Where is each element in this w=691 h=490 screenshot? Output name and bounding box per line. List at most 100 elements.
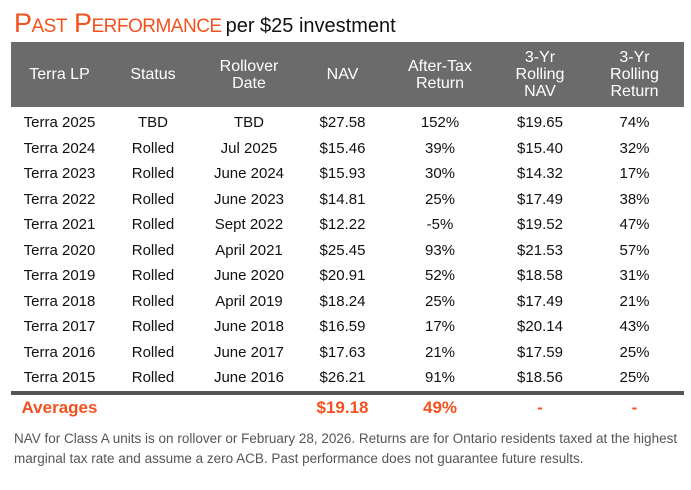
averages-row: Averages $19.18 49% - - [11, 390, 684, 421]
cell-rolling-return: 74% [619, 114, 650, 132]
cell-status: Rolled [131, 190, 175, 208]
cell-after-tax-return: 52% [424, 267, 456, 285]
cell-nav: $12.22 [319, 216, 366, 234]
cell-status: Rolled [131, 292, 175, 310]
cell-rolling-nav: $18.58 [517, 267, 563, 285]
cell-nav: $16.59 [319, 318, 366, 336]
cell-nav: $14.81 [319, 190, 366, 208]
cell-terra-lp: Terra 2022 [23, 190, 96, 208]
cell-after-tax-return: 39% [424, 139, 456, 157]
average-after-tax-return: 49% [385, 390, 495, 421]
column-header-line: Return [610, 83, 659, 100]
column-header-line: Rolling [515, 66, 565, 83]
table-header-row: Terra LP Status Rollover Date NAV After-Tax Re… [11, 42, 684, 107]
table-row: Terra 2018 Rolled April 2019 $18.24 25% $17.4… [11, 289, 684, 315]
column-header-rolling-nav: 3-Yr Rolling NAV [495, 42, 585, 107]
cell-rolling-nav: $20.14 [517, 318, 563, 336]
title-main: Past Performance [14, 8, 222, 38]
average-rolling-return: - [585, 390, 684, 421]
cell-rolling-nav: $19.52 [517, 216, 563, 234]
column-header-line: Terra LP [29, 66, 90, 83]
column-header-line: NAV [524, 83, 556, 100]
column-header-line: Rollover [219, 57, 279, 75]
table-row: Terra 2020 Rolled April 2021 $25.45 93% $21.5… [11, 238, 684, 264]
cell-after-tax-return: -5% [426, 216, 454, 234]
title-subtitle: per $25 investment [225, 15, 396, 37]
cell-status: Rolled [131, 216, 175, 234]
table-row: Terra 2025 TBD TBD $27.58 152% $19.65 74% [11, 107, 684, 136]
cell-terra-lp: Terra 2017 [23, 318, 96, 336]
column-header-line: 3-Yr [524, 49, 556, 66]
cell-terra-lp: Terra 2020 [23, 241, 96, 259]
cell-rollover-date: Jul 2025 [220, 139, 278, 157]
cell-rollover-date: June 2023 [213, 190, 285, 208]
cell-nav: $18.24 [319, 292, 366, 310]
cell-rolling-return: 21% [619, 292, 650, 310]
performance-table: Terra LP Status Rollover Date NAV After-Tax Re… [11, 42, 684, 421]
table-row: Terra 2016 Rolled June 2017 $17.63 21% $17.59… [11, 340, 684, 366]
cell-status: Rolled [131, 139, 175, 157]
cell-rolling-nav: $21.53 [517, 241, 563, 259]
cell-after-tax-return: 30% [424, 165, 456, 183]
cell-rollover-date: April 2019 [215, 292, 283, 310]
column-header-terra-lp: Terra LP [11, 42, 108, 107]
cell-nav: $17.63 [319, 343, 366, 361]
cell-rollover-date: TBD [234, 114, 264, 132]
cell-terra-lp: Terra 2015 [23, 369, 96, 387]
column-header-rollover-date: Rollover Date [198, 42, 300, 107]
cell-status: Rolled [131, 165, 175, 183]
column-header-line: 3-Yr [619, 49, 650, 66]
cell-rollover-date: June 2024 [213, 165, 285, 183]
cell-nav: $15.46 [319, 139, 366, 157]
cell-rollover-date: June 2020 [213, 267, 285, 285]
column-header-rolling-return: 3-Yr Rolling Return [585, 42, 684, 107]
cell-rollover-date: Sept 2022 [214, 216, 284, 234]
cell-after-tax-return: 25% [424, 292, 456, 310]
column-header-line: After-Tax [407, 57, 472, 75]
cell-rolling-return: 31% [619, 267, 650, 285]
average-nav: $19.18 [300, 390, 385, 421]
average-rollover-date [198, 390, 300, 421]
page-title: Past Performance per $25 investment [14, 8, 396, 39]
cell-after-tax-return: 25% [424, 190, 456, 208]
cell-rolling-return: 32% [619, 139, 650, 157]
cell-after-tax-return: 21% [424, 343, 456, 361]
cell-status: Rolled [131, 369, 175, 387]
cell-after-tax-return: 17% [424, 318, 456, 336]
cell-terra-lp: Terra 2025 [23, 114, 96, 132]
cell-nav: $15.93 [319, 165, 366, 183]
cell-rolling-nav: $14.32 [517, 165, 563, 183]
column-header-line: Rolling [610, 66, 659, 83]
cell-rolling-nav: $17.49 [517, 292, 563, 310]
cell-terra-lp: Terra 2016 [23, 343, 96, 361]
table-row: Terra 2023 Rolled June 2024 $15.93 30% $14.32… [11, 161, 684, 187]
cell-terra-lp: Terra 2019 [23, 267, 96, 285]
cell-nav: $20.91 [319, 267, 366, 285]
cell-rolling-nav: $18.56 [517, 369, 563, 387]
average-status [108, 390, 198, 421]
column-header-line: Status [130, 66, 176, 83]
cell-rollover-date: June 2017 [213, 343, 285, 361]
cell-status: TBD [138, 114, 168, 132]
cell-status: Rolled [131, 241, 175, 259]
table-row: Terra 2019 Rolled June 2020 $20.91 52% $18.58… [11, 263, 684, 289]
cell-rolling-return: 43% [619, 318, 650, 336]
table-row: Terra 2021 Rolled Sept 2022 $12.22 -5% $19.52… [11, 212, 684, 238]
cell-terra-lp: Terra 2024 [23, 139, 96, 157]
cell-nav: $27.58 [319, 114, 366, 132]
cell-rolling-return: 47% [619, 216, 650, 234]
average-terra-lp: Averages [11, 390, 108, 421]
cell-rolling-nav: $15.40 [517, 139, 563, 157]
cell-after-tax-return: 152% [420, 114, 460, 132]
cell-rolling-return: 38% [619, 190, 650, 208]
cell-rolling-return: 25% [619, 369, 650, 387]
table-row: Terra 2017 Rolled June 2018 $16.59 17% $20.14… [11, 314, 684, 340]
cell-status: Rolled [131, 318, 175, 336]
cell-terra-lp: Terra 2023 [23, 165, 96, 183]
cell-terra-lp: Terra 2021 [23, 216, 96, 234]
cell-after-tax-return: 91% [424, 369, 456, 387]
cell-nav: $25.45 [319, 241, 366, 259]
cell-rollover-date: June 2016 [213, 369, 285, 387]
cell-terra-lp: Terra 2018 [23, 292, 96, 310]
table-row: Terra 2022 Rolled June 2023 $14.81 25% $17.49… [11, 187, 684, 213]
